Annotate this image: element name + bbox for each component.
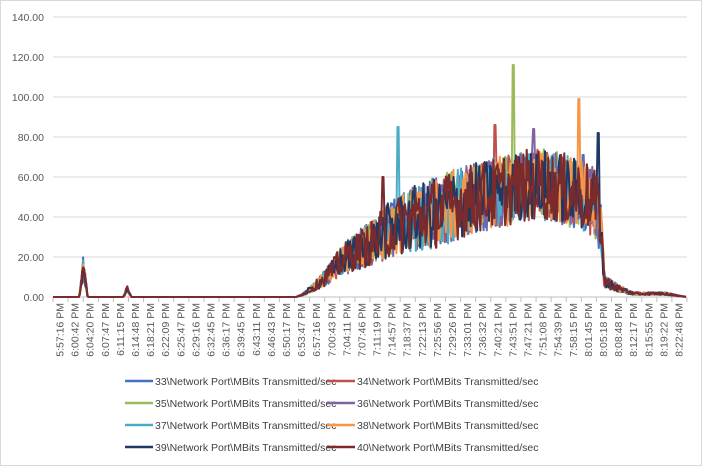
y-tick-label: 80.00 <box>18 132 44 144</box>
y-tick-label: 0.00 <box>24 292 45 304</box>
x-tick-label: 6:00:42 PM <box>70 303 82 357</box>
x-axis: 5:57:16 PM 6:00:42 PM 6:04:20 PM 6:07:47 PM… <box>52 296 688 357</box>
x-tick-label: 5:57:16 PM <box>55 303 67 357</box>
x-tick-label: 8:05:18 PM <box>598 303 610 357</box>
x-tick-label: 6:07:47 PM <box>100 303 112 357</box>
legend-label: 33\Network Port\MBits Transmitted/sec <box>155 376 336 388</box>
y-tick-label: 40.00 <box>18 212 44 224</box>
series-line <box>53 148 687 298</box>
x-tick-label: 8:22:48 PM <box>673 303 685 357</box>
legend-label: 39\Network Port\MBits Transmitted/sec <box>155 442 336 454</box>
plot-series <box>53 64 687 298</box>
y-tick-label: 140.00 <box>12 12 44 24</box>
x-tick-label: 8:19:22 PM <box>658 303 670 357</box>
x-tick-label: 7:36:32 PM <box>477 303 489 357</box>
x-tick-label: 6:18:21 PM <box>145 303 157 357</box>
x-tick-label: 7:18:37 PM <box>402 303 414 357</box>
x-tick-label: 6:04:20 PM <box>85 303 97 357</box>
x-tick-label: 7:04:11 PM <box>341 303 353 356</box>
x-tick-label: 6:14:48 PM <box>130 303 142 357</box>
x-tick-label: 7:40:21 PM <box>492 303 504 357</box>
x-tick-label: 7:14:57 PM <box>387 303 399 357</box>
x-tick-label: 7:33:01 PM <box>462 303 474 357</box>
x-tick-label: 7:29:26 PM <box>447 303 459 357</box>
x-tick-label: 7:58:15 PM <box>568 303 580 357</box>
legend: 33\Network Port\MBits Transmitted/sec 34\… <box>125 376 538 454</box>
y-tick-label: 60.00 <box>18 172 44 184</box>
x-tick-label: 7:11:19 PM <box>372 303 384 356</box>
x-tick-label: 6:36:17 PM <box>221 303 233 357</box>
x-tick-label: 7:07:46 PM <box>356 303 368 357</box>
x-tick-label: 7:54:39 PM <box>553 303 565 357</box>
x-tick-label: 7:25:56 PM <box>432 303 444 357</box>
x-tick-label: 6:50:17 PM <box>281 303 293 357</box>
x-tick-label: 6:22:09 PM <box>160 303 172 357</box>
x-tick-label: 6:53:47 PM <box>296 303 308 357</box>
legend-label: 36\Network Port\MBits Transmitted/sec <box>357 398 538 410</box>
legend-label: 34\Network Port\MBits Transmitted/sec <box>357 376 538 388</box>
legend-label: 35\Network Port\MBits Transmitted/sec <box>155 398 336 410</box>
y-tick-label: 120.00 <box>12 52 44 64</box>
legend-label: 40\Network Port\MBits Transmitted/sec <box>357 442 538 454</box>
x-tick-label: 6:11:15 PM <box>115 303 127 356</box>
x-tick-label: 8:01:45 PM <box>583 303 595 357</box>
x-tick-label: 7:43:51 PM <box>507 303 519 357</box>
x-tick-label: 6:25:47 PM <box>175 303 187 357</box>
x-tick-label: 7:22:13 PM <box>417 303 429 357</box>
y-tick-label: 100.00 <box>12 92 44 104</box>
legend-label: 38\Network Port\MBits Transmitted/sec <box>357 420 538 432</box>
x-tick-label: 6:57:16 PM <box>311 303 323 357</box>
x-tick-label: 7:51:08 PM <box>538 303 550 357</box>
y-axis-ticks: 0.00 20.00 40.00 60.00 80.00 100.00 120.00 140.… <box>12 12 44 304</box>
x-tick-label: 6:32:45 PM <box>206 303 218 357</box>
x-tick-label: 6:43:11 PM <box>251 303 263 356</box>
y-tick-label: 20.00 <box>18 252 44 264</box>
x-tick-label: 8:08:48 PM <box>613 303 625 357</box>
x-tick-label: 6:46:43 PM <box>266 303 278 357</box>
legend-label: 37\Network Port\MBits Transmitted/sec <box>155 420 336 432</box>
x-tick-label: 6:29:16 PM <box>190 303 202 357</box>
x-tick-label: 8:15:55 PM <box>643 303 655 357</box>
x-tick-label: 7:00:43 PM <box>326 303 338 357</box>
x-tick-label: 7:47:21 PM <box>523 303 535 357</box>
x-tick-label: 8:12:17 PM <box>628 303 640 357</box>
gridlines <box>53 16 687 258</box>
x-tick-label: 6:39:45 PM <box>236 303 248 357</box>
